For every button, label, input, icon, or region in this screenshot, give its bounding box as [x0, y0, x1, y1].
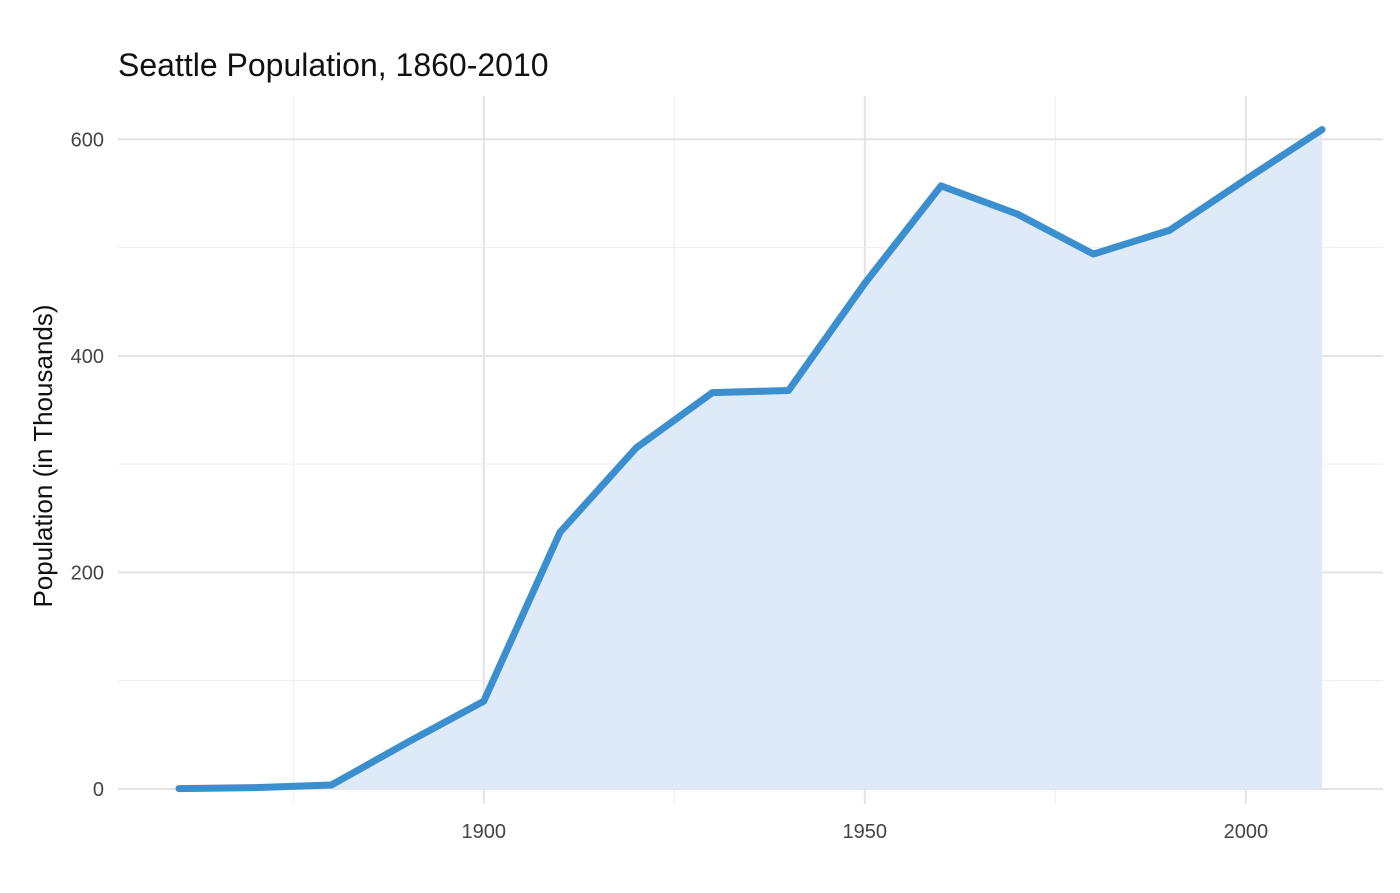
data-point-1900 [480, 698, 487, 705]
data-point-1950 [861, 280, 868, 287]
y-tick-label: 600 [71, 129, 104, 151]
data-point-2000 [1242, 176, 1249, 183]
data-point-1910 [556, 529, 563, 536]
data-point-1940 [785, 387, 792, 394]
data-point-1980 [1090, 251, 1097, 258]
data-point-1930 [709, 389, 716, 396]
data-point-1890 [404, 739, 411, 746]
data-point-2010 [1319, 126, 1326, 133]
data-point-1870 [252, 784, 259, 791]
y-axis-ticks: 0 200 400 600 [71, 129, 104, 801]
data-point-1860 [175, 785, 182, 792]
x-tick-label: 1950 [843, 821, 888, 843]
y-tick-label: 0 [93, 779, 104, 801]
data-point-1970 [1014, 211, 1021, 218]
x-tick-label: 2000 [1224, 821, 1269, 843]
data-point-1960 [938, 182, 945, 189]
y-tick-label: 400 [71, 346, 104, 368]
x-tick-label: 1900 [462, 821, 507, 843]
data-point-1990 [1166, 227, 1173, 234]
data-point-1880 [328, 782, 335, 789]
data-point-1920 [633, 444, 640, 451]
series-line [175, 126, 1326, 793]
x-axis-ticks: 1900 1950 2000 [462, 821, 1269, 843]
y-tick-label: 200 [71, 562, 104, 584]
area-fill [178, 129, 1323, 789]
chart-title: Seattle Population, 1860-2010 [118, 47, 549, 83]
y-axis-label: Population (in Thousands) [28, 304, 58, 607]
